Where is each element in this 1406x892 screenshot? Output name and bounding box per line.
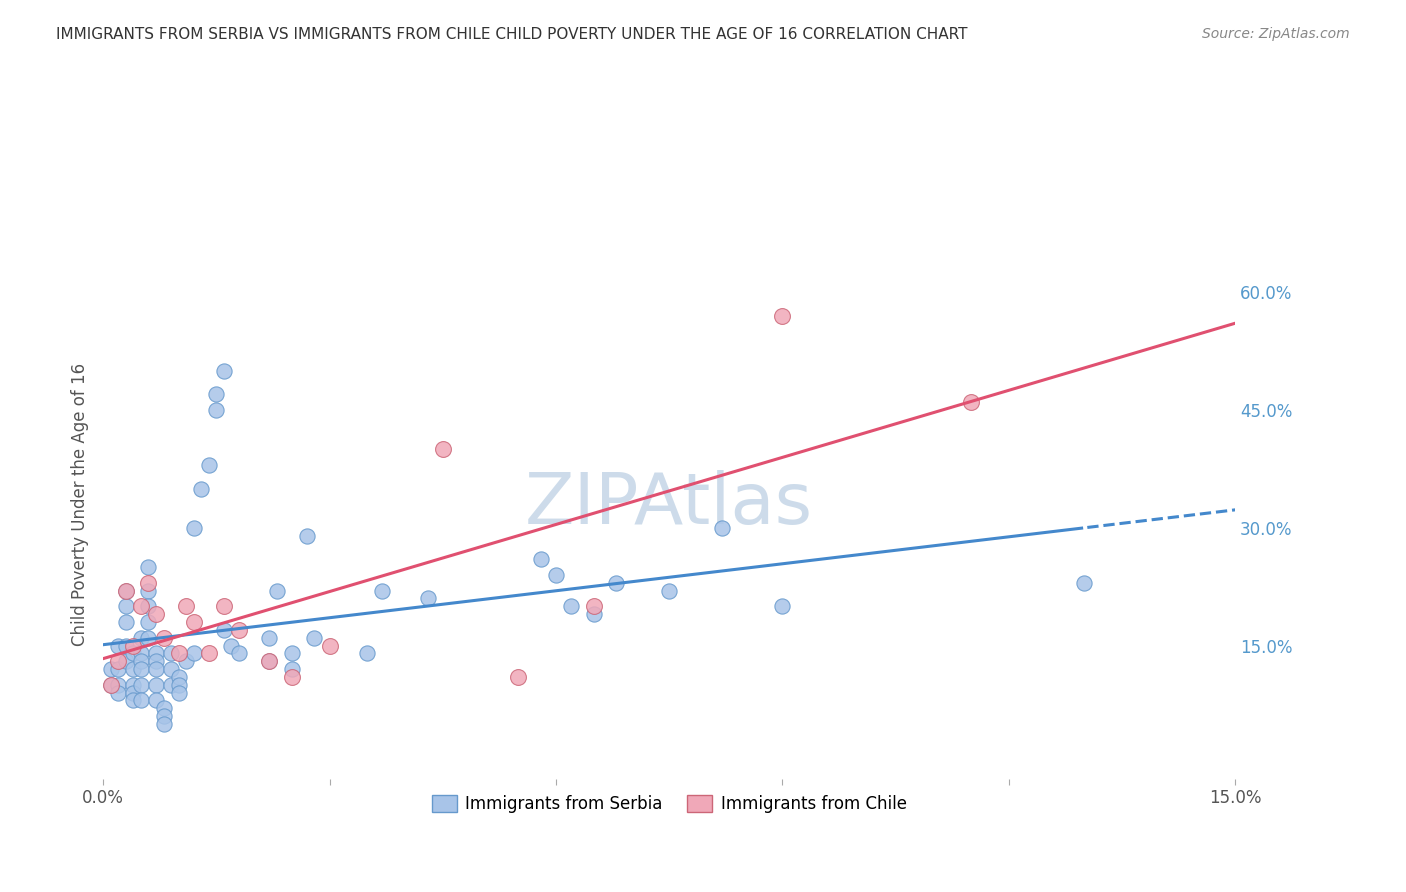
Point	[129, 631, 152, 645]
Point	[304, 631, 326, 645]
Point	[152, 717, 174, 731]
Point	[281, 662, 304, 676]
Point	[1073, 575, 1095, 590]
Point	[530, 552, 553, 566]
Point	[205, 387, 228, 401]
Point	[544, 568, 567, 582]
Point	[138, 575, 160, 590]
Point	[167, 685, 190, 699]
Point	[138, 583, 160, 598]
Point	[266, 583, 288, 598]
Point	[212, 623, 235, 637]
Point	[129, 654, 152, 668]
Point	[122, 693, 145, 707]
Point	[122, 639, 145, 653]
Point	[160, 646, 183, 660]
Point	[122, 646, 145, 660]
Point	[129, 599, 152, 614]
Text: IMMIGRANTS FROM SERBIA VS IMMIGRANTS FROM CHILE CHILD POVERTY UNDER THE AGE OF 1: IMMIGRANTS FROM SERBIA VS IMMIGRANTS FRO…	[56, 27, 967, 42]
Point	[122, 685, 145, 699]
Point	[152, 709, 174, 723]
Point	[257, 654, 280, 668]
Legend: Immigrants from Serbia, Immigrants from Chile: Immigrants from Serbia, Immigrants from …	[425, 789, 914, 820]
Point	[167, 678, 190, 692]
Text: ZIPAtlas: ZIPAtlas	[524, 470, 813, 539]
Point	[432, 442, 454, 457]
Point	[160, 678, 183, 692]
Point	[183, 521, 205, 535]
Text: Source: ZipAtlas.com: Source: ZipAtlas.com	[1202, 27, 1350, 41]
Point	[107, 654, 129, 668]
Point	[138, 615, 160, 629]
Point	[129, 693, 152, 707]
Point	[205, 403, 228, 417]
Point	[100, 678, 122, 692]
Point	[167, 670, 190, 684]
Point	[114, 599, 136, 614]
Point	[190, 482, 212, 496]
Point	[145, 678, 167, 692]
Point	[582, 599, 605, 614]
Point	[152, 701, 174, 715]
Point	[138, 631, 160, 645]
Point	[145, 607, 167, 622]
Point	[257, 631, 280, 645]
Point	[257, 654, 280, 668]
Point	[281, 670, 304, 684]
Point	[212, 599, 235, 614]
Point	[560, 599, 582, 614]
Point	[114, 615, 136, 629]
Point	[107, 678, 129, 692]
Point	[114, 654, 136, 668]
Point	[122, 678, 145, 692]
Point	[197, 646, 219, 660]
Point	[356, 646, 378, 660]
Point	[711, 521, 734, 535]
Point	[228, 646, 250, 660]
Point	[138, 560, 160, 574]
Point	[129, 678, 152, 692]
Point	[174, 599, 197, 614]
Point	[107, 639, 129, 653]
Point	[295, 529, 318, 543]
Point	[107, 685, 129, 699]
Point	[107, 662, 129, 676]
Point	[371, 583, 394, 598]
Point	[167, 646, 190, 660]
Point	[228, 623, 250, 637]
Point	[174, 654, 197, 668]
Point	[114, 583, 136, 598]
Point	[197, 458, 219, 472]
Y-axis label: Child Poverty Under the Age of 16: Child Poverty Under the Age of 16	[72, 363, 89, 646]
Point	[100, 678, 122, 692]
Point	[183, 646, 205, 660]
Point	[318, 639, 340, 653]
Point	[100, 662, 122, 676]
Point	[129, 646, 152, 660]
Point	[770, 599, 793, 614]
Point	[114, 583, 136, 598]
Point	[212, 364, 235, 378]
Point	[960, 395, 983, 409]
Point	[152, 631, 174, 645]
Point	[605, 575, 627, 590]
Point	[145, 693, 167, 707]
Point	[160, 662, 183, 676]
Point	[416, 591, 439, 606]
Point	[138, 599, 160, 614]
Point	[582, 607, 605, 622]
Point	[122, 662, 145, 676]
Point	[281, 646, 304, 660]
Point	[221, 639, 243, 653]
Point	[114, 639, 136, 653]
Point	[145, 646, 167, 660]
Point	[183, 615, 205, 629]
Point	[129, 662, 152, 676]
Point	[508, 670, 530, 684]
Point	[770, 309, 793, 323]
Point	[145, 654, 167, 668]
Point	[658, 583, 681, 598]
Point	[145, 662, 167, 676]
